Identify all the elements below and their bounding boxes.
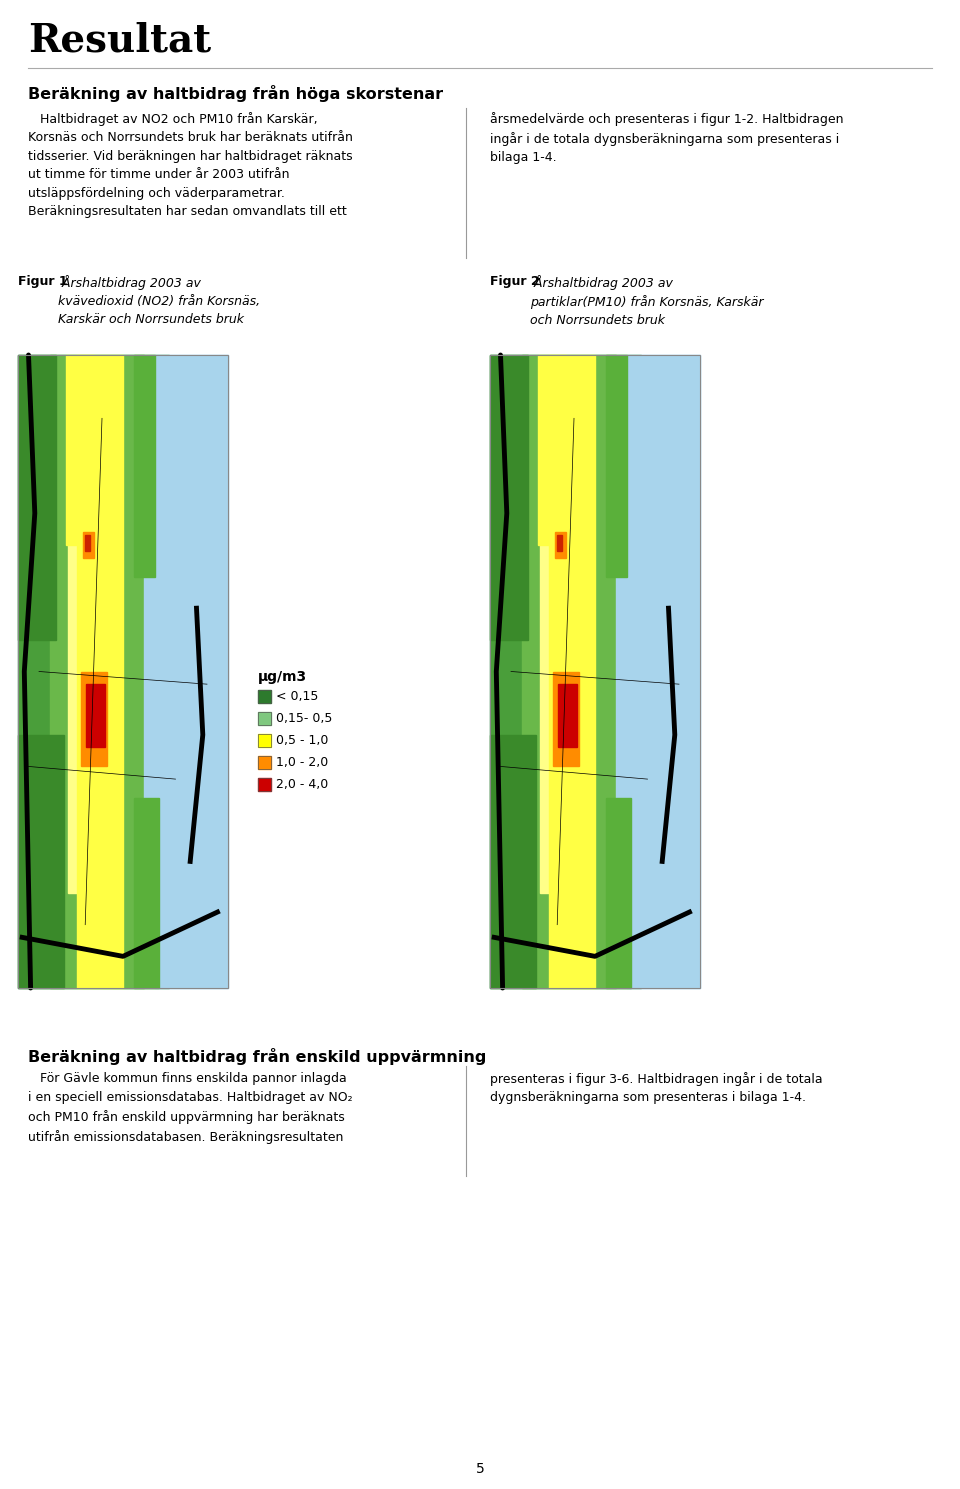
Bar — [18, 354, 169, 989]
Bar — [77, 354, 123, 989]
Bar — [258, 734, 271, 747]
Bar — [606, 798, 631, 989]
Bar — [85, 536, 90, 551]
Bar — [258, 712, 271, 725]
Text: Haltbidraget av NO2 och PM10 från Karskär,
Korsnäs och Norrsundets bruk har berä: Haltbidraget av NO2 och PM10 från Karskä… — [28, 112, 353, 219]
Bar — [18, 734, 64, 989]
Bar — [84, 532, 94, 557]
Text: Beräkning av haltbidrag från enskild uppvärmning: Beräkning av haltbidrag från enskild upp… — [28, 1048, 487, 1065]
Text: < 0,15: < 0,15 — [276, 689, 319, 703]
Bar — [540, 514, 553, 893]
Bar — [258, 756, 271, 768]
Bar — [490, 734, 537, 989]
Bar — [521, 354, 616, 989]
Bar — [258, 712, 271, 725]
Bar — [133, 798, 158, 989]
Text: presenteras i figur 3-6. Haltbidragen ingår i de totala
dygnsberäkningarna som p: presenteras i figur 3-6. Haltbidragen in… — [490, 1072, 823, 1105]
Text: Figur 2: Figur 2 — [490, 275, 540, 287]
Text: 0,15- 0,5: 0,15- 0,5 — [276, 712, 332, 725]
Bar — [258, 756, 271, 768]
Bar — [82, 672, 107, 767]
Text: Figur 1: Figur 1 — [18, 275, 67, 287]
Bar — [144, 545, 176, 798]
Bar — [539, 354, 566, 545]
Text: Resultat: Resultat — [28, 22, 211, 60]
Text: 1,0 - 2,0: 1,0 - 2,0 — [276, 756, 328, 768]
Bar — [18, 354, 228, 989]
Bar — [258, 689, 271, 703]
Bar — [18, 354, 56, 640]
Bar — [557, 536, 563, 551]
Text: Beräkning av haltbidrag från höga skorstenar: Beräkning av haltbidrag från höga skorst… — [28, 85, 444, 103]
Bar — [490, 354, 641, 989]
Text: Årshaltbidrag 2003 av
partiklar(PM10) från Korsnäs, Karskär
och Norrsundets bruk: Årshaltbidrag 2003 av partiklar(PM10) fr… — [530, 275, 763, 328]
Text: 5: 5 — [475, 1462, 485, 1476]
Bar — [490, 354, 528, 640]
Bar — [549, 354, 595, 989]
Bar — [133, 354, 155, 576]
Bar — [258, 777, 271, 791]
Bar — [258, 734, 271, 747]
Bar — [86, 683, 105, 747]
Bar — [555, 532, 565, 557]
Bar — [627, 354, 700, 989]
Bar — [155, 354, 228, 989]
Bar — [66, 354, 94, 545]
Bar — [616, 545, 647, 798]
Bar — [258, 777, 271, 791]
Bar — [490, 354, 700, 989]
Text: 0,5 - 1,0: 0,5 - 1,0 — [276, 734, 328, 747]
Text: För Gävle kommun finns enskilda pannor inlagda
i en speciell emissionsdatabas. H: För Gävle kommun finns enskilda pannor i… — [28, 1072, 352, 1144]
Bar — [18, 354, 228, 989]
Bar — [258, 689, 271, 703]
Bar — [50, 354, 144, 989]
Text: Årshaltbidrag 2003 av
kvävedioxid (NO2) från Korsnäs,
Karskär och Norrsundets br: Årshaltbidrag 2003 av kvävedioxid (NO2) … — [58, 275, 260, 326]
Bar — [606, 354, 627, 576]
Text: årsmedelvärde och presenteras i figur 1-2. Haltbidragen
ingår i de totala dygnsb: årsmedelvärde och presenteras i figur 1-… — [490, 112, 844, 164]
Bar — [553, 672, 579, 767]
Text: 2,0 - 4,0: 2,0 - 4,0 — [276, 777, 328, 791]
Text: μg/m3: μg/m3 — [258, 670, 307, 683]
Bar — [68, 514, 81, 893]
Bar — [558, 683, 577, 747]
Bar — [490, 354, 700, 989]
